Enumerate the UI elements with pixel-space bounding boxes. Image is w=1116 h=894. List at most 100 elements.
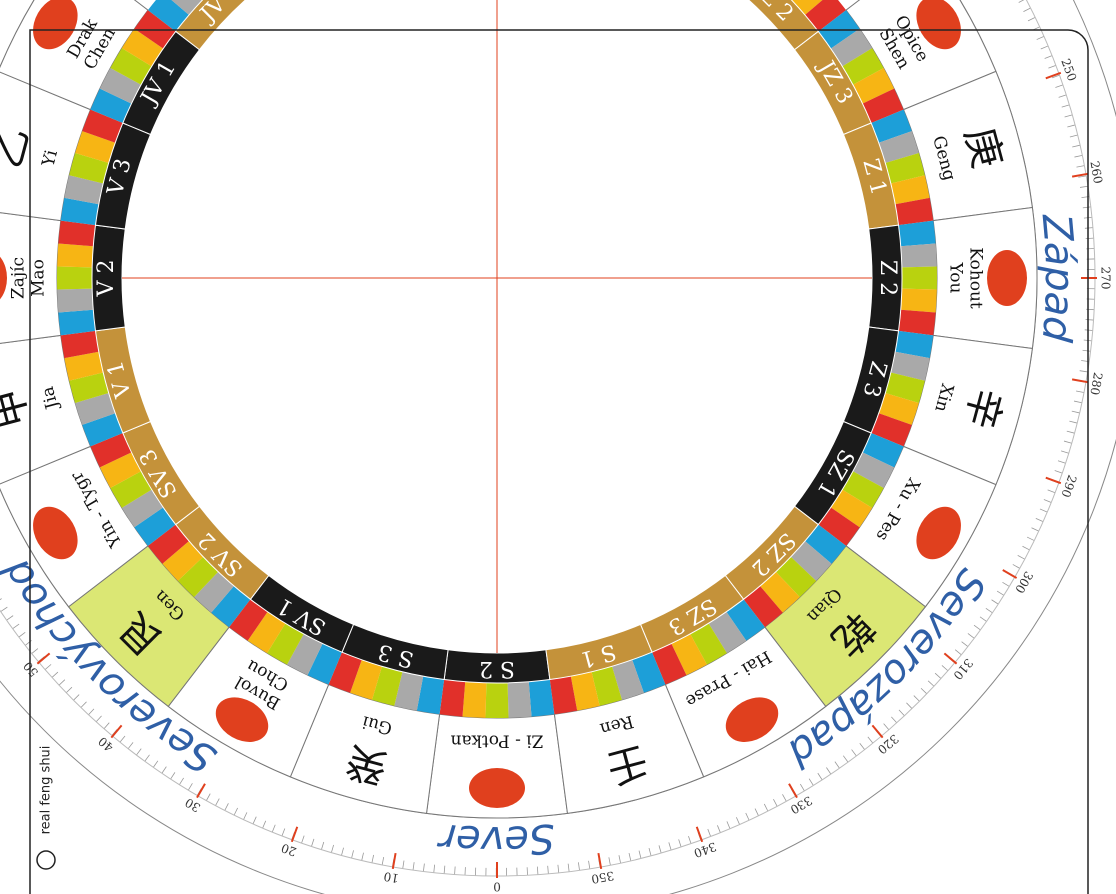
animal-icon [725,697,779,742]
degree-tick [36,652,51,665]
degree-tick [290,826,299,843]
stripe [852,452,895,488]
stripe [82,413,123,447]
stripe [591,666,622,706]
degree-label: 10 [383,869,400,885]
stripe [394,671,424,711]
stripe [878,131,919,163]
stripe [162,541,204,581]
stripe [75,393,116,425]
degree-label: 280 [1087,371,1105,396]
stripe [69,372,109,403]
card-frame [29,29,1089,894]
degree-tick [1071,378,1089,384]
logo-text: real feng shui [39,746,54,835]
degree-label: 260 [1087,160,1105,185]
direction-label: Západ [1033,211,1082,344]
stripe [416,676,445,715]
sector-pinyin: You [946,262,966,294]
ring-label: V 2 [94,260,119,298]
stripe [900,243,937,268]
animal-icon [33,506,78,560]
stripe [462,681,487,718]
stripe [898,220,936,247]
stripe [58,220,96,247]
degree-label: 20 [279,841,298,859]
sector-animal: Kohout [966,247,986,309]
stripe [690,623,727,665]
stripe [64,351,104,381]
stripe [229,599,268,641]
stripe [147,524,190,564]
degree-tick [196,783,206,799]
stripe [890,351,930,381]
stripe [58,309,96,336]
stripe [121,489,164,528]
stripe [60,197,99,226]
stripe [147,0,190,32]
degree-tick [695,826,704,843]
degree-tick [871,724,884,739]
stripe [60,330,99,359]
stripe [56,266,93,290]
stripe [871,413,912,447]
stripe [775,556,817,598]
sector-animal: Zajíc [9,257,29,299]
stripe [372,666,403,706]
stripe [632,652,666,693]
stripe [890,175,930,205]
ring-label: Z 2 [875,260,900,296]
animal-icon [33,0,78,50]
stripe [830,489,873,528]
degree-tick [1071,172,1089,178]
stripe [90,88,132,124]
degree-tick [943,652,958,665]
stripe [99,452,142,488]
stripe [830,28,873,67]
stripe [90,432,132,468]
degree-label: 270 [1099,267,1113,290]
stripe [110,471,152,508]
animal-icon [215,697,269,742]
stripe [485,682,509,718]
stripe [726,599,765,641]
stripe [287,633,323,676]
degree-tick [110,724,123,739]
stripe [177,556,219,598]
degree-tick [391,852,397,870]
direction-label: Sever [435,814,556,863]
degree-label: 30 [183,795,203,815]
stripe [842,48,884,85]
stripe [307,643,343,685]
stripe [549,676,578,715]
degree-tick [1045,71,1062,80]
stripe [760,571,800,613]
stripe [82,109,123,143]
stripe [121,28,164,67]
stripe [818,507,860,546]
sector-pinyin: Yi [38,147,62,169]
stripe [842,471,884,508]
stripe [69,153,109,184]
stripe [804,0,847,32]
stripe [898,309,936,336]
stripe [350,659,382,700]
stripe [134,507,176,546]
stripe [247,611,286,654]
stripe [267,623,304,665]
stripe [791,0,823,15]
degree-label: 0 [493,880,501,894]
ring-label: S 2 [479,656,515,681]
direction-text: Sever [435,814,556,863]
stripe [612,659,644,700]
sector-pinyin: Zi - Potkan [450,731,543,751]
degree-tick [1045,476,1062,485]
stripe [878,393,919,425]
stripe [862,432,904,468]
stripe [57,288,94,313]
stripe [885,153,925,184]
stripe [862,88,904,124]
stripe [901,266,937,290]
